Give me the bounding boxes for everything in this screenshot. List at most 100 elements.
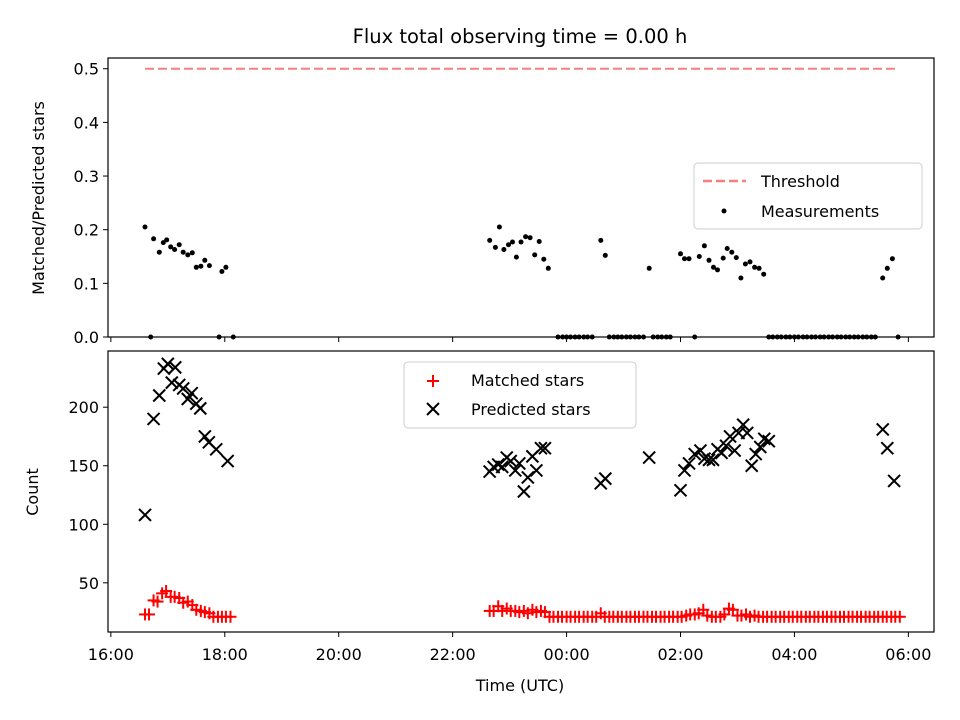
predicted-star-point bbox=[714, 446, 729, 460]
predicted-star-point bbox=[673, 483, 688, 498]
measurement-point bbox=[756, 265, 762, 271]
measurement-point bbox=[532, 252, 538, 258]
bottom-x-ticks: 16:00 18:00 20:00 22:00 00:00 02:00 04:00 06:00 bbox=[88, 632, 931, 664]
measurement-point bbox=[720, 255, 726, 261]
predicted-star-point bbox=[517, 484, 531, 499]
predicted-star-point bbox=[161, 357, 175, 371]
measurement-point bbox=[706, 257, 712, 263]
legend-matched-label: Matched stars bbox=[471, 371, 584, 390]
x-axis-label: Time (UTC) bbox=[475, 676, 564, 695]
measurement-point bbox=[729, 249, 735, 255]
predicted-star-point bbox=[138, 508, 152, 522]
predicted-star-point bbox=[495, 460, 509, 474]
predicted-star-point bbox=[176, 381, 190, 396]
top-y-tick-label: 0.4 bbox=[74, 113, 99, 132]
predicted-star-point bbox=[220, 454, 235, 468]
measurement-point bbox=[711, 264, 716, 270]
measurement-point bbox=[168, 244, 174, 250]
legend-predicted-swatch bbox=[426, 402, 440, 416]
bottom-y-tick-label: 50 bbox=[79, 574, 99, 593]
measurement-point bbox=[761, 271, 767, 277]
matched-star-point bbox=[893, 610, 906, 623]
top-y-tick-label: 0.2 bbox=[74, 221, 99, 240]
measurement-point bbox=[742, 261, 748, 267]
measurement-point bbox=[518, 239, 524, 245]
measurement-point bbox=[678, 251, 683, 257]
bottom-panel: Count Time (UTC) 50 100 150 200 16:00 18:00 2… bbox=[23, 350, 935, 695]
top-y-axis-label: Matched/Predicted stars bbox=[29, 101, 48, 295]
predicted-star-point bbox=[598, 471, 613, 486]
predicted-star-point bbox=[165, 375, 179, 390]
predicted-star-point bbox=[876, 422, 890, 437]
predicted-star-point bbox=[146, 412, 161, 426]
measurement-point bbox=[884, 265, 890, 271]
measurement-point bbox=[172, 247, 178, 252]
measurement-point bbox=[160, 240, 166, 246]
top-y-ticks: 0.0 0.1 0.2 0.3 0.4 0.5 bbox=[74, 60, 108, 347]
measurement-point bbox=[156, 249, 162, 255]
measurement-point bbox=[189, 250, 195, 256]
legend-predicted-label: Predicted stars bbox=[471, 400, 591, 419]
top-y-tick-label: 0.3 bbox=[74, 167, 99, 186]
measurement-point bbox=[142, 224, 148, 230]
bottom-y-tick-label: 200 bbox=[68, 398, 99, 417]
measurement-point bbox=[176, 242, 182, 248]
predicted-star-point bbox=[682, 456, 696, 471]
bottom-legend-box bbox=[403, 361, 637, 429]
x-tick-label: 04:00 bbox=[771, 645, 817, 664]
x-tick-label: 22:00 bbox=[430, 645, 476, 664]
matched-star-point bbox=[143, 608, 156, 621]
predicted-star-point bbox=[512, 456, 526, 471]
measurement-point bbox=[501, 247, 507, 252]
measurement-point bbox=[536, 239, 542, 244]
measurement-point bbox=[701, 243, 707, 249]
predicted-star-point bbox=[745, 459, 759, 473]
bottom-plot-frame bbox=[107, 350, 935, 633]
predicted-star-point bbox=[209, 442, 223, 457]
measurement-point bbox=[686, 256, 692, 262]
predicted-star-point bbox=[152, 388, 166, 403]
measurement-point bbox=[752, 264, 758, 270]
x-tick-label: 06:00 bbox=[885, 645, 931, 664]
measurement-point bbox=[646, 265, 652, 271]
measurement-point bbox=[880, 275, 886, 281]
predicted-star-point bbox=[753, 440, 767, 454]
measurement-point bbox=[541, 256, 547, 262]
measurement-point bbox=[738, 275, 744, 281]
top-x-ticks bbox=[110, 337, 909, 342]
top-legend-box bbox=[693, 162, 923, 230]
predicted-star-point bbox=[887, 474, 901, 488]
bottom-y-axis-label: Count bbox=[23, 468, 42, 516]
measurement-point bbox=[523, 234, 529, 240]
predicted-star-point bbox=[198, 429, 212, 444]
predicted-star-point bbox=[168, 360, 182, 375]
predicted-star-point bbox=[736, 418, 750, 432]
predicted-star-point bbox=[706, 453, 720, 467]
predicted-star-point bbox=[702, 453, 716, 467]
measurement-point bbox=[747, 259, 753, 265]
predicted-star-point bbox=[538, 441, 552, 455]
measurement-point bbox=[180, 249, 186, 255]
legend-measurements-swatch bbox=[721, 208, 727, 214]
measurement-point bbox=[193, 264, 199, 270]
top-points-layer bbox=[142, 224, 901, 340]
measurement-point bbox=[715, 267, 720, 273]
measurement-point bbox=[202, 257, 208, 263]
measurement-point bbox=[527, 235, 533, 241]
predicted-star-point bbox=[762, 434, 776, 448]
predicted-star-point bbox=[491, 457, 505, 472]
top-panel: Flux total observing time = 0.00 h Match… bbox=[29, 25, 935, 347]
top-legend: Threshold Measurements bbox=[693, 162, 923, 230]
x-tick-label: 16:00 bbox=[88, 645, 134, 664]
bottom-legend: Matched stars Predicted stars bbox=[403, 361, 637, 429]
measurement-point bbox=[545, 265, 551, 271]
x-tick-label: 18:00 bbox=[202, 645, 248, 664]
predicted-star-point bbox=[504, 454, 518, 468]
predicted-star-point bbox=[193, 401, 207, 416]
predicted-star-point bbox=[534, 441, 548, 455]
predicted-star-point bbox=[748, 447, 763, 461]
measurement-point bbox=[696, 254, 702, 259]
predicted-star-point bbox=[185, 386, 199, 400]
measurement-point bbox=[510, 239, 515, 245]
